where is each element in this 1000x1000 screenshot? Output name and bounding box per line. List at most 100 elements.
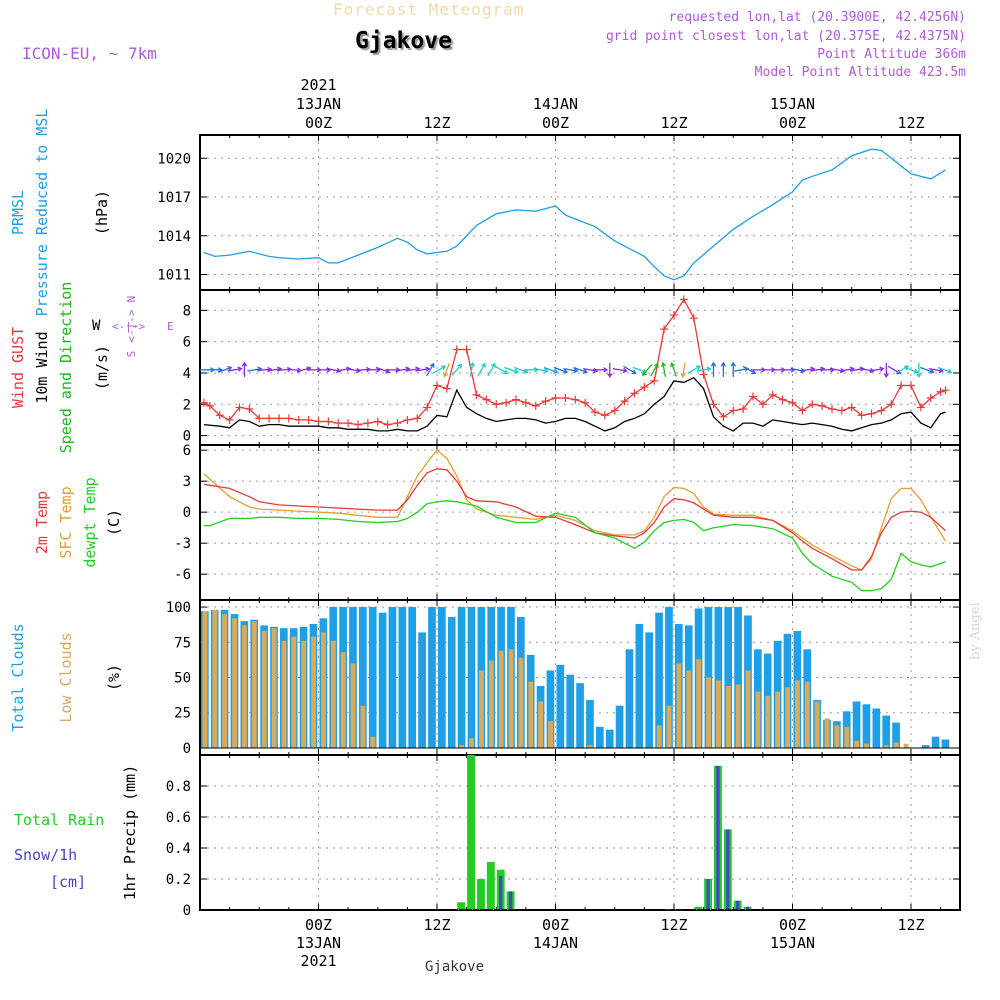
total-cloud-bar — [921, 745, 930, 748]
arrow-shaft — [227, 367, 242, 372]
gust-marker — [199, 398, 208, 407]
gust-marker — [571, 395, 580, 404]
wind-direction-arrow — [504, 366, 519, 374]
arrow-head — [513, 368, 519, 374]
requested-coords: requested lon,lat (20.3900E, 42.4256N) — [668, 10, 966, 25]
gust-marker — [354, 420, 362, 429]
arrow-shaft — [415, 367, 430, 372]
gust-marker — [689, 314, 698, 323]
y-tick-label: 1014 — [157, 229, 191, 245]
panel-label: 2m Temp — [33, 491, 51, 554]
low-cloud-bar — [301, 640, 307, 748]
arrow-shaft — [543, 366, 558, 373]
snow-bar — [726, 829, 730, 910]
time-label-top: 14JAN — [533, 95, 578, 113]
panel-label: PRMSL — [9, 190, 27, 235]
arrow-shaft — [375, 366, 390, 373]
low-cloud-bar — [528, 681, 534, 748]
arrow-shaft — [477, 363, 486, 377]
low-cloud-bar — [340, 652, 346, 748]
low-cloud-bar — [281, 640, 287, 748]
gust-marker — [265, 414, 274, 423]
compass-east: E — [167, 320, 174, 333]
time-label-bottom: 12Z — [660, 916, 687, 934]
wind-direction-arrow — [451, 363, 463, 376]
low-cloud-bar — [271, 628, 277, 748]
series-line-wind — [203, 376, 946, 432]
gust-marker — [324, 417, 333, 426]
grid-point-coords: grid point closest lon,lat (20.375E, 42.… — [605, 29, 966, 44]
arrow-head — [503, 369, 509, 375]
time-label-top: 13JAN — [296, 95, 341, 113]
time-label-bottom: 2021 — [300, 952, 336, 970]
total-cloud-bar — [556, 664, 565, 748]
arrow-head — [227, 365, 233, 372]
gust-marker — [373, 417, 382, 426]
gust-marker — [344, 419, 353, 428]
wind-direction-arrow — [928, 367, 944, 374]
y-tick-label: 6 — [183, 335, 191, 351]
time-label-top: 12Z — [660, 114, 687, 132]
gust-marker — [620, 397, 629, 406]
arrow-head — [706, 366, 712, 372]
y-tick-label: -3 — [174, 536, 191, 552]
arrow-shaft — [662, 362, 666, 377]
gust-marker — [502, 398, 511, 407]
low-cloud-bar — [202, 611, 208, 748]
gust-marker — [541, 397, 550, 406]
y-tick-label: 0 — [183, 429, 191, 445]
time-label-bottom: 12Z — [897, 916, 924, 934]
panel-clouds: 0 25 50 75 100 Total Clouds Low Clouds (%) — [9, 599, 961, 757]
total-cloud-bar — [714, 607, 723, 748]
time-label-top: 00Z — [542, 114, 569, 132]
arrow-head — [553, 368, 559, 374]
gust-marker — [275, 414, 283, 423]
gust-marker — [828, 404, 836, 413]
arrow-head — [730, 361, 736, 367]
gust-marker — [936, 387, 945, 396]
y-tick-label: 0 — [183, 741, 191, 757]
arrow-shaft — [405, 367, 420, 372]
panel-label: 10m Wind — [33, 331, 51, 403]
arrow-shaft — [839, 367, 854, 372]
arrow-shaft — [451, 364, 462, 376]
low-cloud-bar — [538, 701, 544, 748]
arrow-shaft — [682, 362, 686, 377]
gust-marker — [729, 406, 738, 415]
gust-marker — [215, 411, 224, 420]
time-label-top: 12Z — [423, 114, 450, 132]
arrow-head — [336, 367, 342, 374]
total-cloud-bar — [447, 616, 456, 748]
wind-direction-arrow — [612, 367, 628, 374]
arrow-shaft — [286, 368, 301, 372]
total-cloud-bar — [596, 726, 604, 748]
location-title: Gjakove — [355, 28, 452, 54]
gust-marker — [788, 398, 797, 407]
y-tick-label: 50 — [174, 671, 191, 687]
arrow-head — [356, 367, 362, 374]
low-cloud-bar — [488, 660, 494, 748]
gust-marker — [660, 325, 669, 334]
time-label-top: 12Z — [897, 114, 924, 132]
gust-marker — [403, 415, 412, 424]
y-tick-label: 0 — [183, 505, 191, 521]
snow-bar — [745, 906, 750, 910]
low-cloud-bar — [508, 649, 514, 748]
gust-marker — [442, 384, 451, 393]
arrow-shaft — [623, 365, 636, 374]
gust-marker — [719, 412, 728, 421]
arrow-head — [441, 365, 447, 371]
total-cloud-bar — [615, 705, 624, 748]
time-label-top: 2021 — [300, 76, 336, 94]
arrow-shaft — [904, 366, 918, 373]
arrow-shaft — [687, 365, 701, 374]
gust-marker — [512, 395, 520, 404]
arrow-shaft — [573, 366, 587, 373]
gust-marker — [205, 401, 214, 410]
total-cloud-bar — [586, 700, 594, 748]
low-cloud-bar — [686, 670, 692, 748]
low-cloud-bar — [350, 663, 356, 748]
wind-direction-arrow — [895, 365, 910, 374]
wind-direction-arrow — [670, 362, 678, 377]
